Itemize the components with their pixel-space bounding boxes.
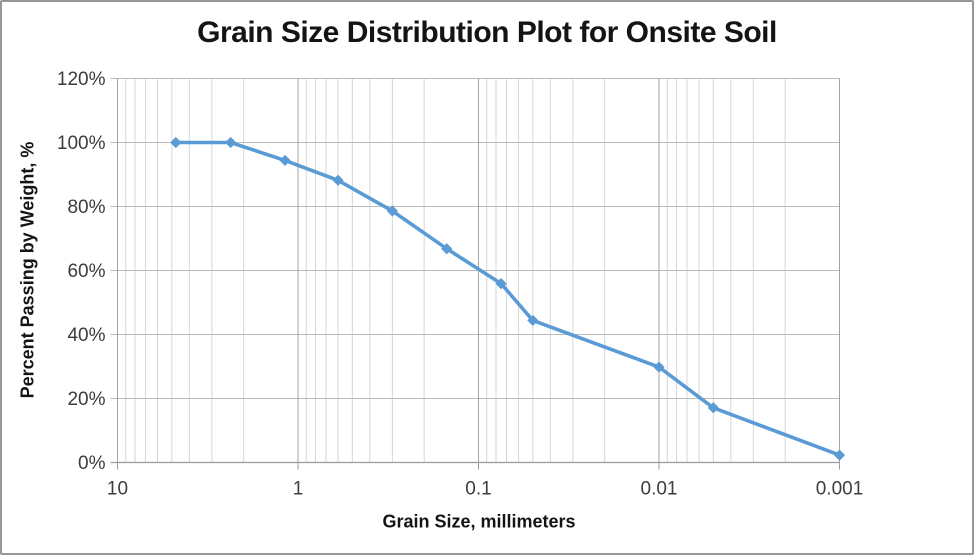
y-axis-title: Percent Passing by Weight, % xyxy=(17,141,38,399)
y-tick-label: 40% xyxy=(67,325,105,346)
data-point-marker xyxy=(707,402,719,414)
y-tick-label: 60% xyxy=(67,261,105,282)
data-point-marker xyxy=(332,174,344,186)
x-tick-label: 1 xyxy=(293,479,304,500)
x-tick-label: 10 xyxy=(107,479,128,500)
y-tick-label: 80% xyxy=(67,197,105,218)
data-point-marker xyxy=(495,278,507,290)
chart-title: Grain Size Distribution Plot for Onsite … xyxy=(197,16,777,49)
y-tick-label: 120% xyxy=(57,69,106,90)
x-tick-label: 0.1 xyxy=(465,479,491,500)
data-point-marker xyxy=(170,136,182,149)
series-line xyxy=(174,140,842,457)
y-tick-label: 20% xyxy=(67,389,105,410)
x-tick-label: 0.001 xyxy=(816,479,864,500)
data-point-marker xyxy=(225,136,237,149)
data-point-marker xyxy=(386,205,398,217)
y-tick-label: 100% xyxy=(57,133,106,154)
data-point-marker xyxy=(833,449,846,461)
x-tick-label: 0.01 xyxy=(641,479,678,500)
data-point-marker xyxy=(527,314,539,327)
data-point-marker xyxy=(653,361,665,373)
data-point-marker xyxy=(441,243,453,255)
data-point-marker xyxy=(279,154,291,167)
y-tick-label: 0% xyxy=(78,453,106,474)
x-axis-title: Grain Size, millimeters xyxy=(382,511,576,532)
